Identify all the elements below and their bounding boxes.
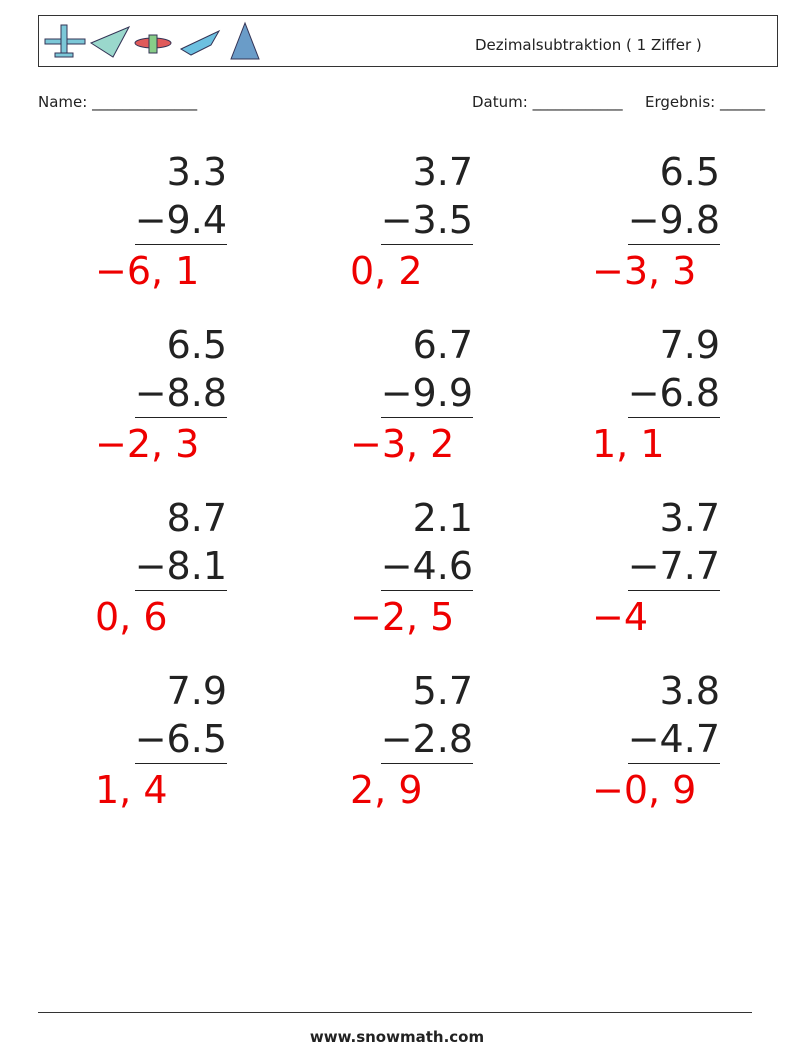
answer: 1, 1 (592, 422, 665, 466)
top-number: 5.7 (412, 669, 473, 713)
bottom-number: −3.5 (380, 196, 473, 245)
bottom-number: −9.4 (134, 196, 227, 245)
problem: 6.5 −8.8 (134, 321, 227, 418)
top-number: 7.9 (166, 669, 227, 713)
answer: −2, 5 (350, 595, 455, 639)
problem: 7.9 −6.8 (627, 321, 720, 418)
bottom-number: −7.7 (627, 542, 720, 591)
date-field: Datum: ____________ (472, 93, 623, 111)
answer: 0, 2 (350, 249, 423, 293)
top-number: 6.7 (412, 323, 473, 367)
problem: 5.7 −2.8 (380, 667, 473, 764)
footer-line (38, 1012, 752, 1013)
answer: 2, 9 (350, 768, 423, 812)
top-number: 3.7 (659, 496, 720, 540)
bottom-number: −6.8 (627, 369, 720, 418)
answer: −6, 1 (95, 249, 200, 293)
answer: 0, 6 (95, 595, 168, 639)
problem: 6.7 −9.9 (380, 321, 473, 418)
answer: −2, 3 (95, 422, 200, 466)
top-number: 7.9 (659, 323, 720, 367)
name-field: Name: ______________ (38, 93, 198, 111)
title: Dezimalsubtraktion ( 1 Ziffer ) (475, 36, 702, 54)
problem: 3.7 −7.7 (627, 494, 720, 591)
bottom-number: −9.9 (380, 369, 473, 418)
top-number: 6.5 (166, 323, 227, 367)
result-field: Ergebnis: ______ (645, 93, 765, 111)
answer: −0, 9 (592, 768, 697, 812)
problem: 3.3 −9.4 (134, 148, 227, 245)
problem: 8.7 −8.1 (134, 494, 227, 591)
top-number: 3.3 (166, 150, 227, 194)
bottom-number: −2.8 (380, 715, 473, 764)
bottom-number: −8.1 (134, 542, 227, 591)
bottom-number: −6.5 (134, 715, 227, 764)
answer: 1, 4 (95, 768, 168, 812)
problem: 2.1 −4.6 (380, 494, 473, 591)
top-number: 6.5 (659, 150, 720, 194)
top-number: 2.1 (412, 496, 473, 540)
top-number: 8.7 (166, 496, 227, 540)
header-box: Dezimalsubtraktion ( 1 Ziffer ) (38, 15, 778, 67)
bottom-number: −4.6 (380, 542, 473, 591)
problem: 3.7 −3.5 (380, 148, 473, 245)
bottom-number: −9.8 (627, 196, 720, 245)
top-number: 3.7 (412, 150, 473, 194)
problem: 3.8 −4.7 (627, 667, 720, 764)
footer-url: www.snowmath.com (309, 1028, 485, 1046)
bottom-number: −8.8 (134, 369, 227, 418)
problem: 7.9 −6.5 (134, 667, 227, 764)
problem: 6.5 −9.8 (627, 148, 720, 245)
answer: −3, 3 (592, 249, 697, 293)
icons (44, 21, 260, 60)
bottom-number: −4.7 (627, 715, 720, 764)
answer: −3, 2 (350, 422, 455, 466)
top-number: 3.8 (659, 669, 720, 713)
answer: −4 (592, 595, 649, 639)
